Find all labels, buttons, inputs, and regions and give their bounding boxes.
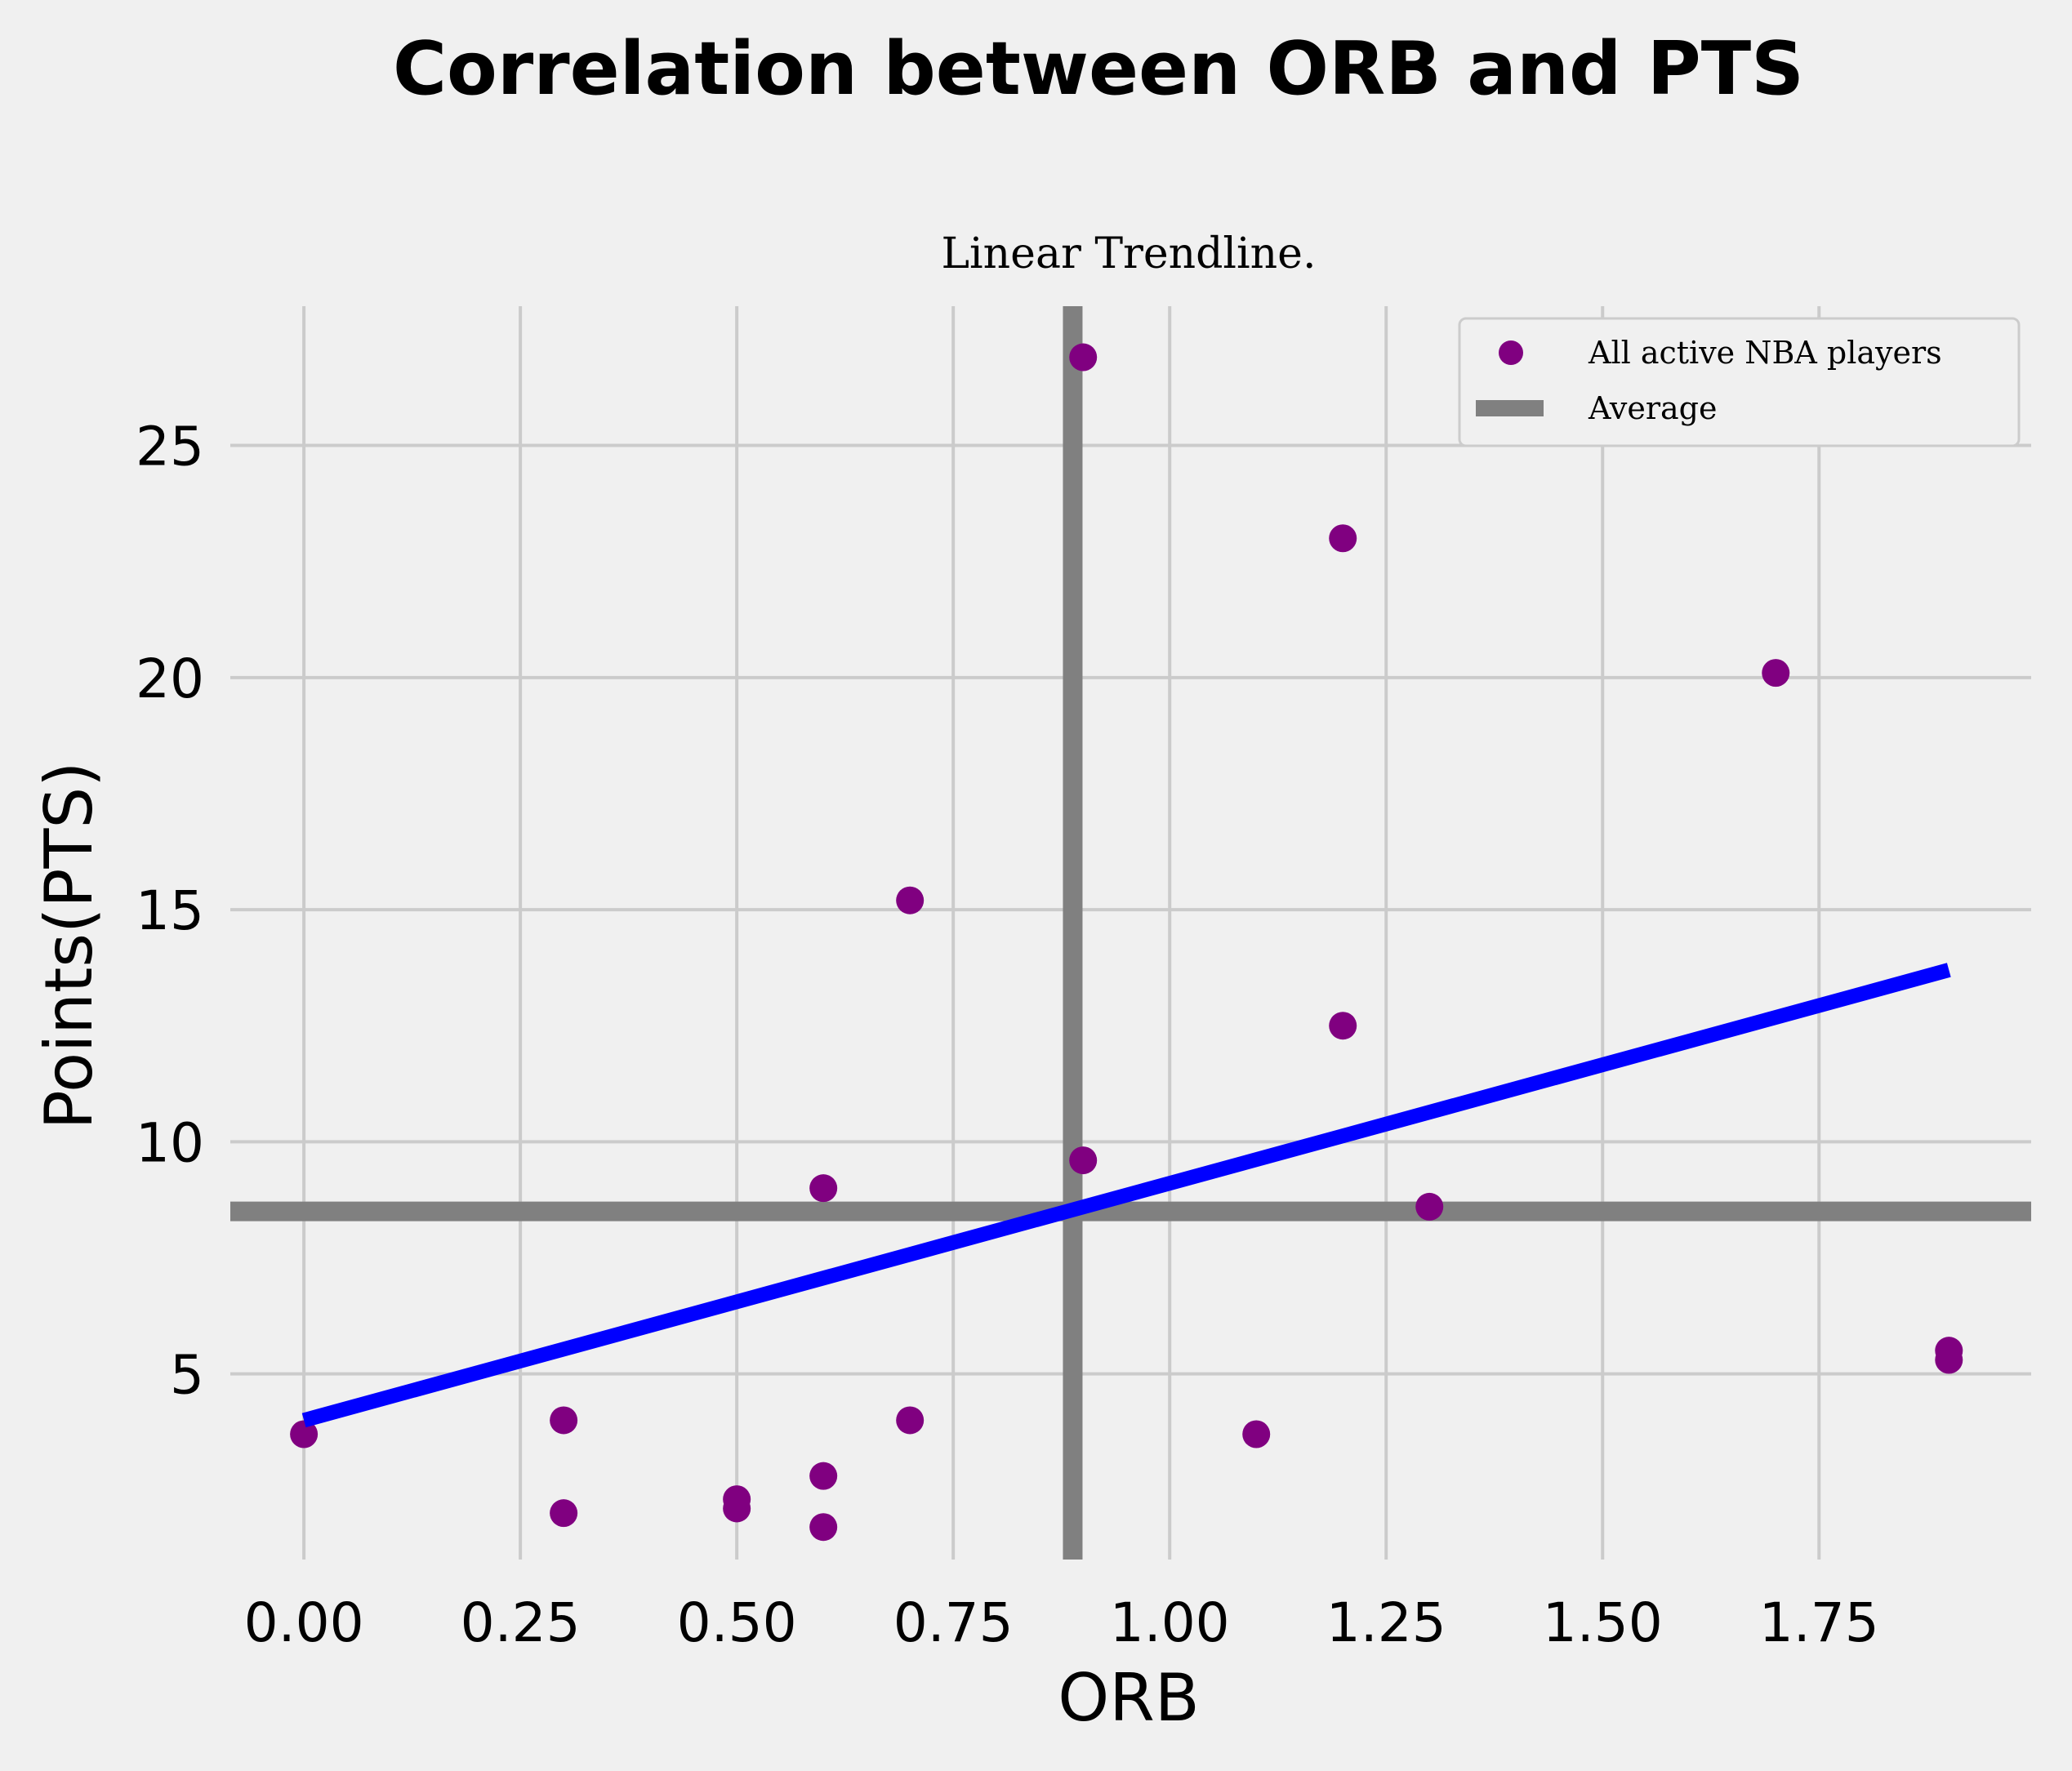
scatter-point: [1935, 1346, 1963, 1374]
x-tick-label: 1.75: [1759, 1591, 1879, 1654]
x-tick-label: 1.25: [1326, 1591, 1446, 1654]
x-tick-label: 0.25: [461, 1591, 581, 1654]
legend-label-average: Average: [1588, 390, 1718, 426]
scatter-point: [1415, 1192, 1444, 1221]
y-tick-label: 15: [136, 879, 204, 942]
legend-box: [1458, 317, 2021, 447]
scatter-point: [550, 1406, 578, 1435]
chart-title: Correlation between ORB and PTS: [393, 26, 1804, 112]
scatter-point: [290, 1420, 319, 1448]
legend: All active NBA players Average: [1458, 317, 2021, 447]
average-lines: [230, 306, 2031, 1560]
scatter-point: [809, 1174, 838, 1203]
scatter-point: [896, 1406, 925, 1435]
y-tick-labels: 5 10 15 20 25: [136, 416, 204, 1407]
legend-marker-players: [1499, 340, 1523, 365]
x-tick-label: 0.75: [893, 1591, 1014, 1654]
y-tick-label: 5: [170, 1344, 204, 1407]
grid: [230, 306, 2031, 1560]
trendline-line: [301, 963, 1951, 1428]
legend-label-players: All active NBA players: [1588, 335, 1942, 371]
scatter-point: [1069, 343, 1098, 372]
scatter-point: [1329, 524, 1357, 553]
scatter-point: [1762, 659, 1790, 687]
y-tick-label: 20: [136, 647, 204, 710]
chart-subtitle: Linear Trendline.: [942, 229, 1317, 278]
x-axis-label: ORB: [1058, 1660, 1199, 1736]
trendline: [301, 963, 1951, 1428]
scatter-point: [1329, 1012, 1357, 1040]
x-tick-label: 1.00: [1110, 1591, 1230, 1654]
y-axis-label: Points(PTS): [31, 762, 107, 1130]
scatter-point: [896, 886, 925, 914]
x-tick-labels: 0.00 0.25 0.50 0.75 1.00 1.25 1.50 1.75: [244, 1591, 1879, 1654]
x-tick-label: 0.00: [244, 1591, 364, 1654]
scatter-point: [1242, 1420, 1271, 1448]
scatter-point: [809, 1513, 838, 1542]
x-tick-label: 0.50: [677, 1591, 797, 1654]
scatter-point: [723, 1494, 751, 1523]
scatter-point: [550, 1499, 578, 1528]
scatter-point: [809, 1462, 838, 1490]
scatter-points: [290, 343, 1963, 1542]
y-tick-label: 10: [136, 1111, 204, 1174]
scatter-point: [1069, 1146, 1098, 1175]
x-tick-label: 1.50: [1543, 1591, 1663, 1654]
y-tick-label: 25: [136, 416, 204, 478]
